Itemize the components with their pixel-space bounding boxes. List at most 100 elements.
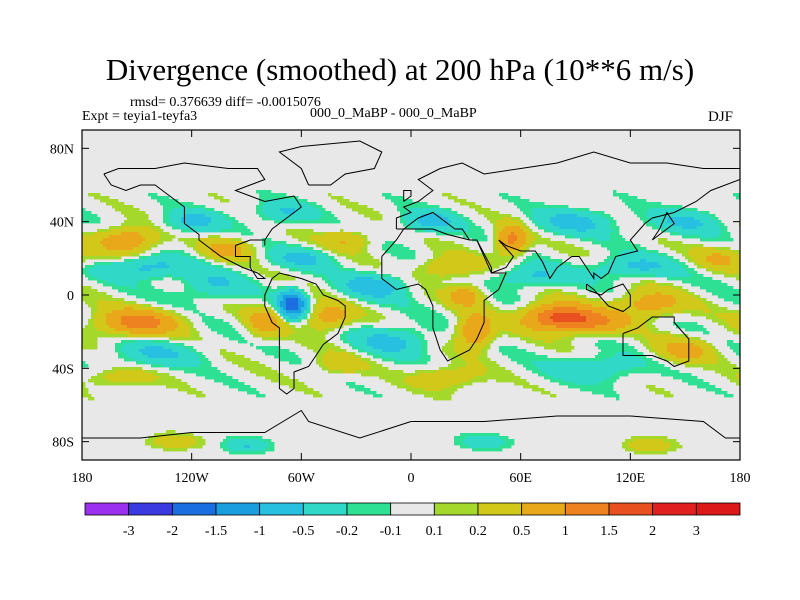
field-cell xyxy=(442,211,446,215)
field-cell xyxy=(436,292,440,296)
field-cell xyxy=(733,193,737,197)
field-cell xyxy=(535,283,539,287)
field-cell xyxy=(124,232,128,236)
field-cell xyxy=(244,274,248,278)
field-cell xyxy=(427,262,431,266)
field-cell xyxy=(343,250,347,254)
field-cell xyxy=(196,274,200,278)
field-cell xyxy=(277,193,281,197)
field-cell xyxy=(97,229,101,233)
field-cell xyxy=(262,271,266,275)
field-cell xyxy=(154,259,158,263)
field-cell xyxy=(184,289,188,293)
field-cell xyxy=(439,274,443,278)
field-cell xyxy=(589,271,593,275)
field-cell xyxy=(706,265,710,269)
field-cell xyxy=(703,238,707,242)
field-cell xyxy=(277,196,281,200)
field-cell xyxy=(244,247,248,251)
field-cell xyxy=(94,220,98,224)
field-cell xyxy=(304,214,308,218)
field-cell xyxy=(619,193,623,197)
field-cell xyxy=(298,292,302,296)
field-cell xyxy=(181,271,185,275)
field-cell xyxy=(115,280,119,284)
field-cell xyxy=(604,289,608,293)
field-cell xyxy=(340,283,344,287)
field-cell xyxy=(433,241,437,245)
field-cell xyxy=(190,298,194,302)
field-cell xyxy=(427,280,431,284)
field-cell xyxy=(733,292,737,296)
field-cell xyxy=(658,268,662,272)
field-cell xyxy=(271,211,275,215)
field-cell xyxy=(631,256,635,260)
field-cell xyxy=(709,223,713,227)
field-cell xyxy=(109,274,113,278)
field-cell xyxy=(139,223,143,227)
field-cell xyxy=(88,295,92,299)
field-cell xyxy=(349,280,353,284)
field-cell xyxy=(538,235,542,239)
field-cell xyxy=(340,247,344,251)
field-cell xyxy=(724,271,728,275)
field-cell xyxy=(637,295,641,299)
field-cell xyxy=(475,295,479,299)
field-cell xyxy=(298,247,302,251)
field-cell xyxy=(304,235,308,239)
field-cell xyxy=(400,205,404,209)
field-cell xyxy=(115,265,119,269)
field-cell xyxy=(592,214,596,218)
field-cell xyxy=(313,205,317,209)
field-cell xyxy=(298,229,302,233)
field-cell xyxy=(736,292,740,296)
field-cell xyxy=(397,253,401,257)
field-cell xyxy=(511,199,515,203)
field-cell xyxy=(238,247,242,251)
field-cell xyxy=(283,295,287,299)
field-cell xyxy=(370,259,374,263)
field-cell xyxy=(586,226,590,230)
field-cell xyxy=(628,265,632,269)
field-cell xyxy=(721,229,725,233)
field-cell xyxy=(379,217,383,221)
field-cell xyxy=(403,256,407,260)
field-cell xyxy=(271,196,275,200)
field-cell xyxy=(361,238,365,242)
field-cell xyxy=(190,277,194,281)
field-cell xyxy=(118,289,122,293)
field-cell xyxy=(226,295,230,299)
field-cell xyxy=(157,226,161,230)
field-cell xyxy=(265,274,269,278)
field-cell xyxy=(289,265,293,269)
field-cell xyxy=(643,217,647,221)
field-cell xyxy=(283,298,287,302)
field-cell xyxy=(85,289,89,293)
field-cell xyxy=(700,235,704,239)
field-cell xyxy=(646,283,650,287)
field-cell xyxy=(667,283,671,287)
field-cell xyxy=(640,247,644,251)
field-cell xyxy=(460,271,464,275)
field-cell xyxy=(226,289,230,293)
field-cell xyxy=(430,208,434,212)
field-cell xyxy=(181,226,185,230)
field-cell xyxy=(361,247,365,251)
field-cell xyxy=(628,250,632,254)
field-cell xyxy=(406,292,410,296)
field-cell xyxy=(331,295,335,299)
field-cell xyxy=(340,253,344,257)
field-cell xyxy=(460,250,464,254)
field-cell xyxy=(649,259,653,263)
field-cell xyxy=(349,289,353,293)
field-cell xyxy=(271,274,275,278)
field-cell xyxy=(319,250,323,254)
field-cell xyxy=(571,229,575,233)
field-cell xyxy=(715,235,719,239)
field-cell xyxy=(130,280,134,284)
chart-title: Divergence (smoothed) at 200 hPa (10**6 … xyxy=(105,52,695,87)
field-cell xyxy=(430,277,434,281)
field-cell xyxy=(733,253,737,257)
field-cell xyxy=(616,235,620,239)
field-cell xyxy=(136,232,140,236)
